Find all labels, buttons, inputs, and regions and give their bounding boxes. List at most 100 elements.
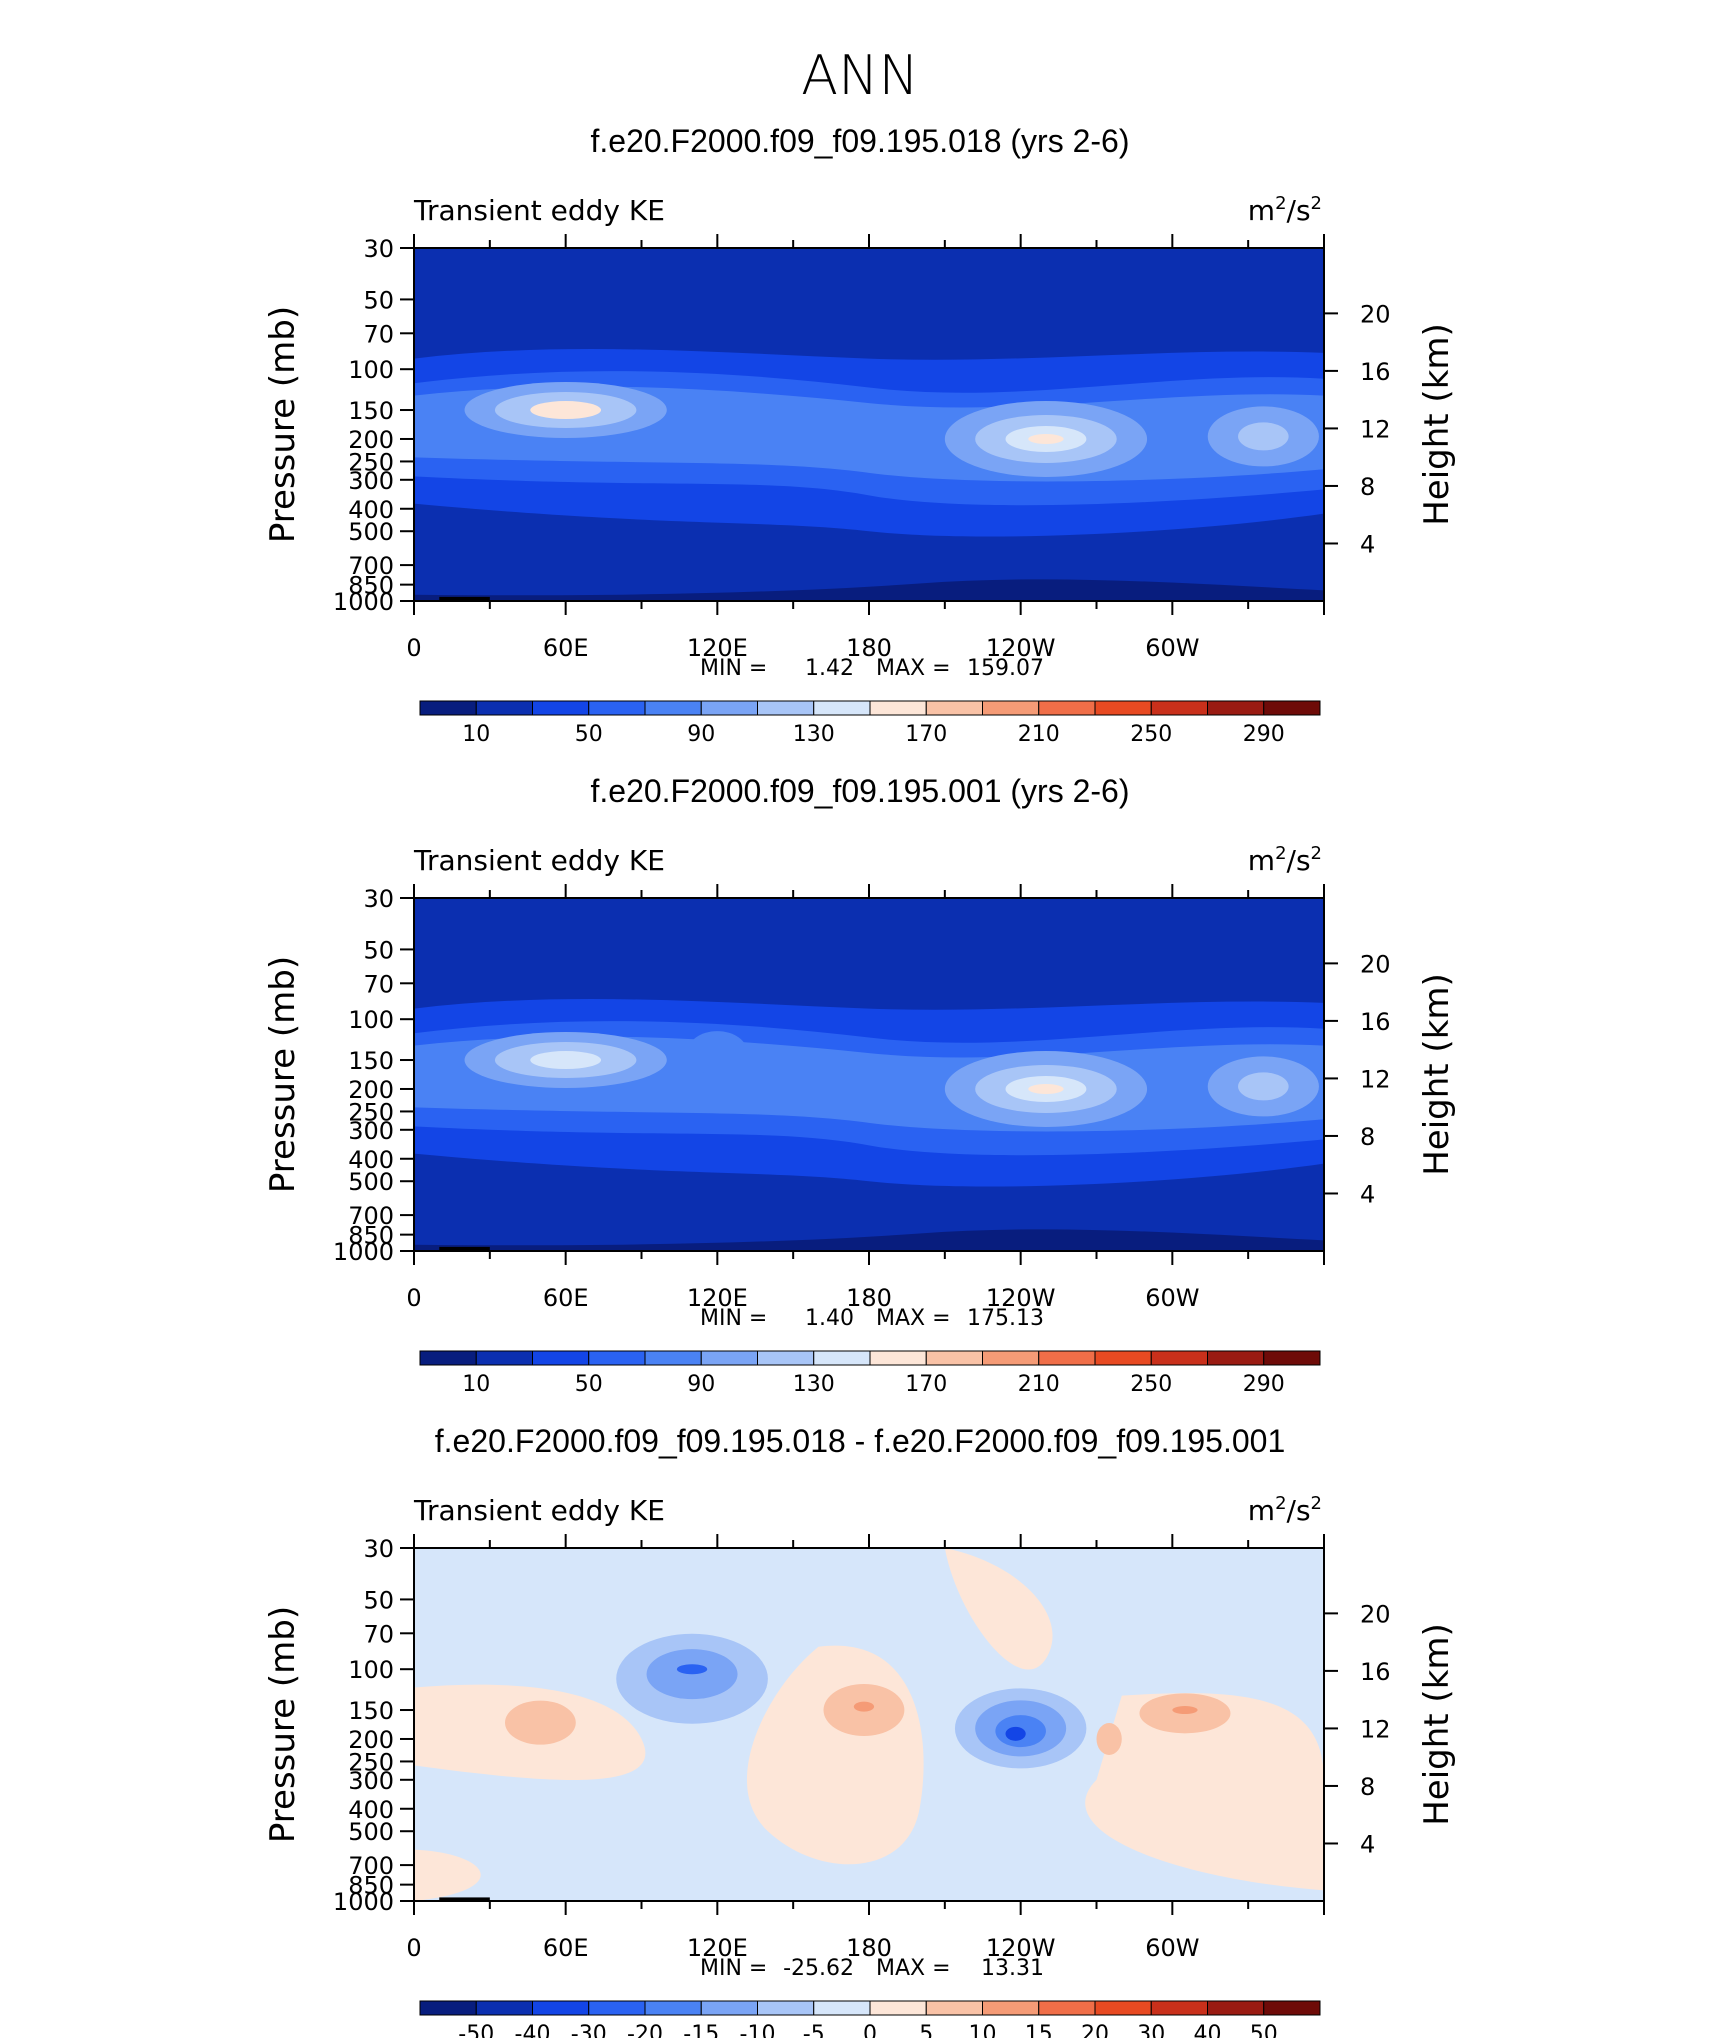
colorbar-swatch bbox=[925, 1350, 983, 1366]
negative-contour bbox=[676, 1664, 708, 1675]
colorbar-label: 210 bbox=[1018, 722, 1060, 747]
x-tick-label: 180 bbox=[846, 1934, 892, 1962]
x-tick-label: 60E bbox=[543, 1934, 589, 1962]
colorbar-swatch bbox=[644, 2000, 702, 2016]
colorbar-label: 10 bbox=[462, 722, 490, 747]
max-value: 13.31 bbox=[981, 1956, 1044, 1981]
y-right-axis-title: Height (km) bbox=[1417, 973, 1457, 1176]
colorbar-swatch bbox=[869, 1350, 927, 1366]
colorbar-label: 290 bbox=[1243, 722, 1285, 747]
x-tick-label: 180 bbox=[846, 1284, 892, 1312]
y-tick-label: 250 bbox=[348, 1748, 394, 1776]
jet-core-contour bbox=[530, 401, 602, 420]
surface-contour bbox=[414, 579, 1324, 601]
colorbar-label: 290 bbox=[1243, 1372, 1285, 1397]
colorbar-swatch bbox=[1150, 1350, 1208, 1366]
y-tick-label: 400 bbox=[348, 1796, 394, 1824]
units-part: /s bbox=[1287, 1494, 1311, 1527]
y-tick-label: 300 bbox=[348, 1117, 394, 1145]
y-tick-label: 150 bbox=[348, 397, 394, 425]
y-right-tick-label: 20 bbox=[1360, 1600, 1391, 1628]
x-tick-label: 60E bbox=[543, 634, 589, 662]
units-part: 2 bbox=[1311, 1493, 1322, 1514]
colorbar-label: 210 bbox=[1018, 1372, 1060, 1397]
y-tick-label: 30 bbox=[363, 885, 394, 913]
x-tick-label: 120E bbox=[687, 1934, 748, 1962]
colorbar-swatch bbox=[1038, 700, 1096, 716]
jet-core-contour bbox=[1238, 422, 1289, 451]
y-tick-label: 250 bbox=[348, 1098, 394, 1126]
positive-contour bbox=[944, 1548, 1053, 1670]
colorbar-swatch bbox=[813, 2000, 871, 2016]
y-tick-label: 70 bbox=[363, 320, 394, 348]
max-value: 175.13 bbox=[967, 1306, 1044, 1331]
chart-panel-2: f.e20.F2000.f09_f09.195.001 (yrs 2-6) Tra… bbox=[263, 773, 1457, 1397]
panel-title: f.e20.F2000.f09_f09.195.001 (yrs 2-6) bbox=[590, 773, 1129, 809]
colorbar-swatch bbox=[1207, 2000, 1265, 2016]
colorbar-swatch bbox=[869, 700, 927, 716]
units-part: 2 bbox=[1275, 843, 1286, 864]
x-tick-label: 60W bbox=[1145, 634, 1199, 662]
y-tick-label: 150 bbox=[348, 1047, 394, 1075]
y-tick-label: 70 bbox=[363, 1620, 394, 1648]
x-tick-label: 120W bbox=[986, 1934, 1056, 1962]
panel-left-label: Transient eddy KE bbox=[413, 1494, 665, 1527]
x-tick-label: 120E bbox=[687, 1284, 748, 1312]
y-right-tick-label: 8 bbox=[1360, 1773, 1375, 1801]
positive-contour bbox=[1172, 1706, 1198, 1715]
units-part: 2 bbox=[1275, 193, 1286, 214]
panel-title: f.e20.F2000.f09_f09.195.018 (yrs 2-6) bbox=[590, 123, 1129, 159]
min-value: 1.42 bbox=[805, 656, 854, 681]
min-label: MIN = bbox=[700, 1306, 767, 1331]
min-value: 1.40 bbox=[805, 1306, 854, 1331]
y-right-tick-label: 8 bbox=[1360, 1123, 1375, 1151]
y-tick-label: 850 bbox=[348, 572, 394, 600]
colorbar-swatch bbox=[813, 1350, 871, 1366]
y-right-tick-label: 16 bbox=[1360, 1008, 1391, 1036]
x-tick-label: 0 bbox=[406, 1934, 421, 1962]
colorbar-label: 40 bbox=[1194, 2022, 1222, 2038]
colorbar-swatch bbox=[532, 2000, 590, 2016]
colorbar-swatch bbox=[1150, 700, 1208, 716]
figure-title: ANN bbox=[801, 44, 919, 107]
colorbar-label: -30 bbox=[571, 2022, 607, 2038]
y-right-tick-label: 4 bbox=[1360, 1180, 1375, 1208]
max-label: MAX = bbox=[876, 1306, 951, 1331]
y-right-tick-label: 12 bbox=[1360, 1065, 1391, 1093]
colorbar-swatch bbox=[869, 2000, 927, 2016]
panel-left-label: Transient eddy KE bbox=[413, 844, 665, 877]
colorbar-swatch bbox=[700, 1350, 758, 1366]
surface-contour bbox=[414, 1229, 1324, 1251]
units-part: /s bbox=[1287, 194, 1311, 227]
y-tick-label: 300 bbox=[348, 1767, 394, 1795]
colorbar-swatch bbox=[419, 2000, 477, 2016]
y-tick-label: 850 bbox=[348, 1872, 394, 1900]
colorbar-label: 0 bbox=[863, 2022, 877, 2038]
colorbar-swatch bbox=[1150, 2000, 1208, 2016]
colorbar-label: 250 bbox=[1130, 722, 1172, 747]
colorbar-swatch bbox=[419, 700, 477, 716]
units-part: 2 bbox=[1311, 193, 1322, 214]
x-tick-label: 180 bbox=[846, 634, 892, 662]
chart-panel-3: f.e20.F2000.f09_f09.195.018 - f.e20.F200… bbox=[263, 1423, 1457, 2038]
y-right-tick-label: 4 bbox=[1360, 530, 1375, 558]
y-right-axis-title: Height (km) bbox=[1417, 1623, 1457, 1826]
max-value: 159.07 bbox=[967, 656, 1044, 681]
colorbar-swatch bbox=[757, 1350, 815, 1366]
y-tick-label: 200 bbox=[348, 1726, 394, 1754]
y-tick-label: 100 bbox=[348, 356, 394, 384]
x-tick-label: 120E bbox=[687, 634, 748, 662]
colorbar-swatch bbox=[757, 700, 815, 716]
topography-mask bbox=[439, 1246, 490, 1251]
colorbar-swatch bbox=[1094, 2000, 1152, 2016]
y-tick-label: 50 bbox=[363, 1586, 394, 1614]
colorbar-swatch bbox=[925, 700, 983, 716]
colorbar-label: 250 bbox=[1130, 1372, 1172, 1397]
jet-core-contour bbox=[530, 1051, 602, 1070]
units-label: m2/s2 bbox=[1248, 843, 1322, 877]
colorbar-swatch bbox=[588, 700, 646, 716]
y-tick-label: 30 bbox=[363, 235, 394, 263]
y-tick-label: 300 bbox=[348, 467, 394, 495]
colorbar-label: 10 bbox=[462, 1372, 490, 1397]
